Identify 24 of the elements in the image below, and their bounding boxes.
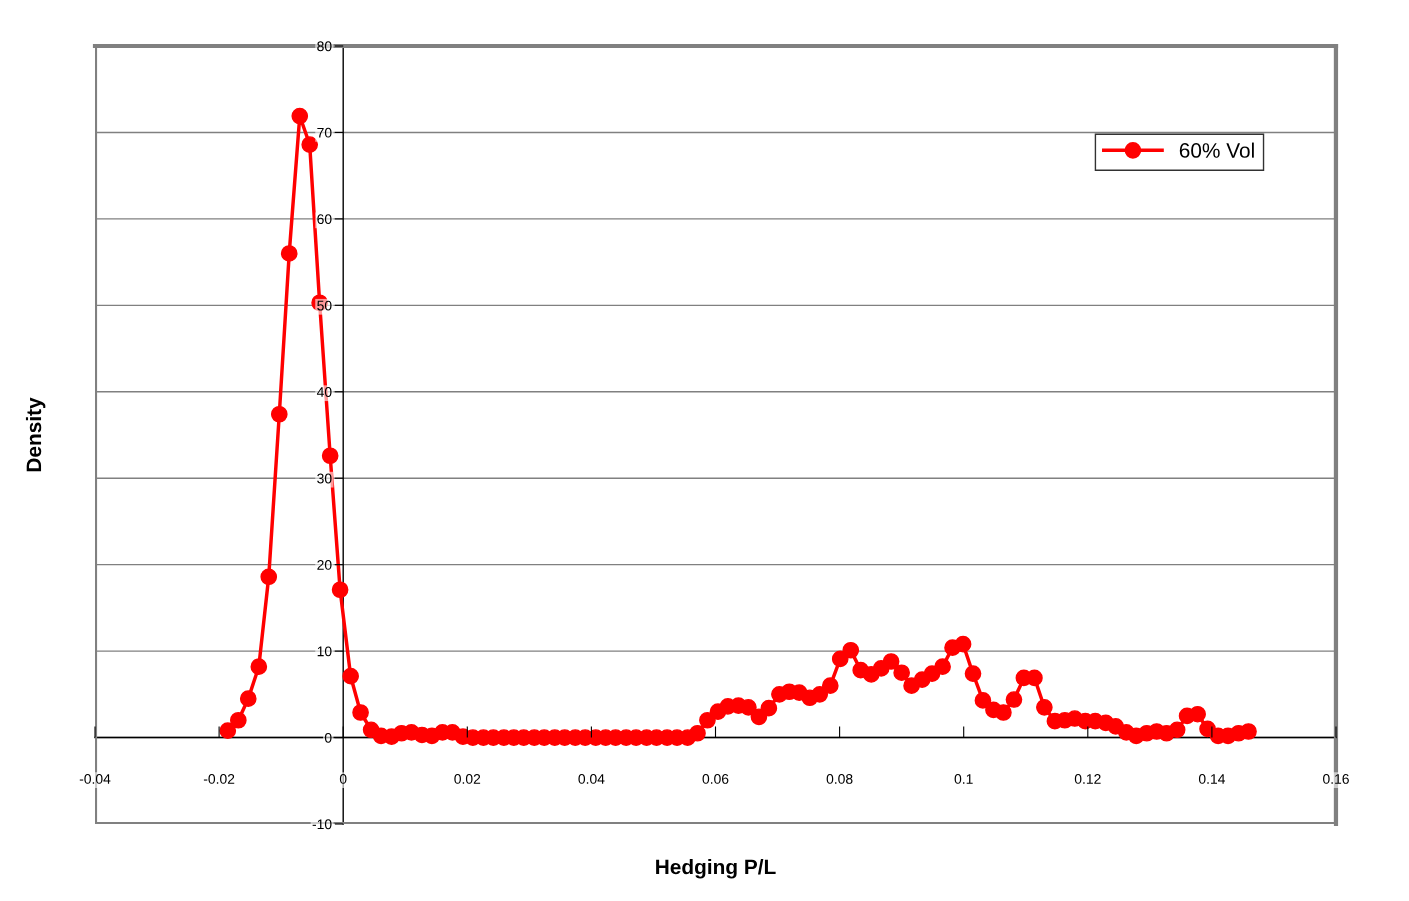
y-tick-label: 10 xyxy=(317,646,332,657)
x-tick-label: 0.16 xyxy=(1323,774,1349,784)
x-tick-label: 0.02 xyxy=(454,774,481,784)
y-tick-label: 80 xyxy=(317,41,332,52)
legend-label: 60% Vol xyxy=(1179,142,1254,158)
x-tick-label: 0.04 xyxy=(578,774,605,784)
x-tick-label: 0.12 xyxy=(1074,774,1101,784)
x-tick-label: 0.1 xyxy=(954,774,973,784)
x-tick-label: -0.04 xyxy=(79,774,111,784)
x-tick-label: 0.14 xyxy=(1198,774,1226,784)
y-tick-label: 0 xyxy=(324,732,332,743)
y-tick-label: 30 xyxy=(317,473,332,484)
y-tick-label: 60 xyxy=(317,214,332,225)
x-tick-label: 0 xyxy=(339,774,347,784)
y-axis-title: Density xyxy=(25,397,46,472)
y-tick-label: 50 xyxy=(317,300,332,311)
x-tick-label: -0.02 xyxy=(203,774,235,784)
y-tick-label: -10 xyxy=(312,819,332,830)
x-axis-title: Hedging P/L xyxy=(656,859,776,879)
x-tick-label: 0.08 xyxy=(826,774,853,784)
y-tick-label: 70 xyxy=(317,127,332,138)
x-tick-label: 0.06 xyxy=(702,774,729,784)
y-tick-label: 40 xyxy=(316,387,332,397)
y-tick-label: 20 xyxy=(317,560,332,570)
